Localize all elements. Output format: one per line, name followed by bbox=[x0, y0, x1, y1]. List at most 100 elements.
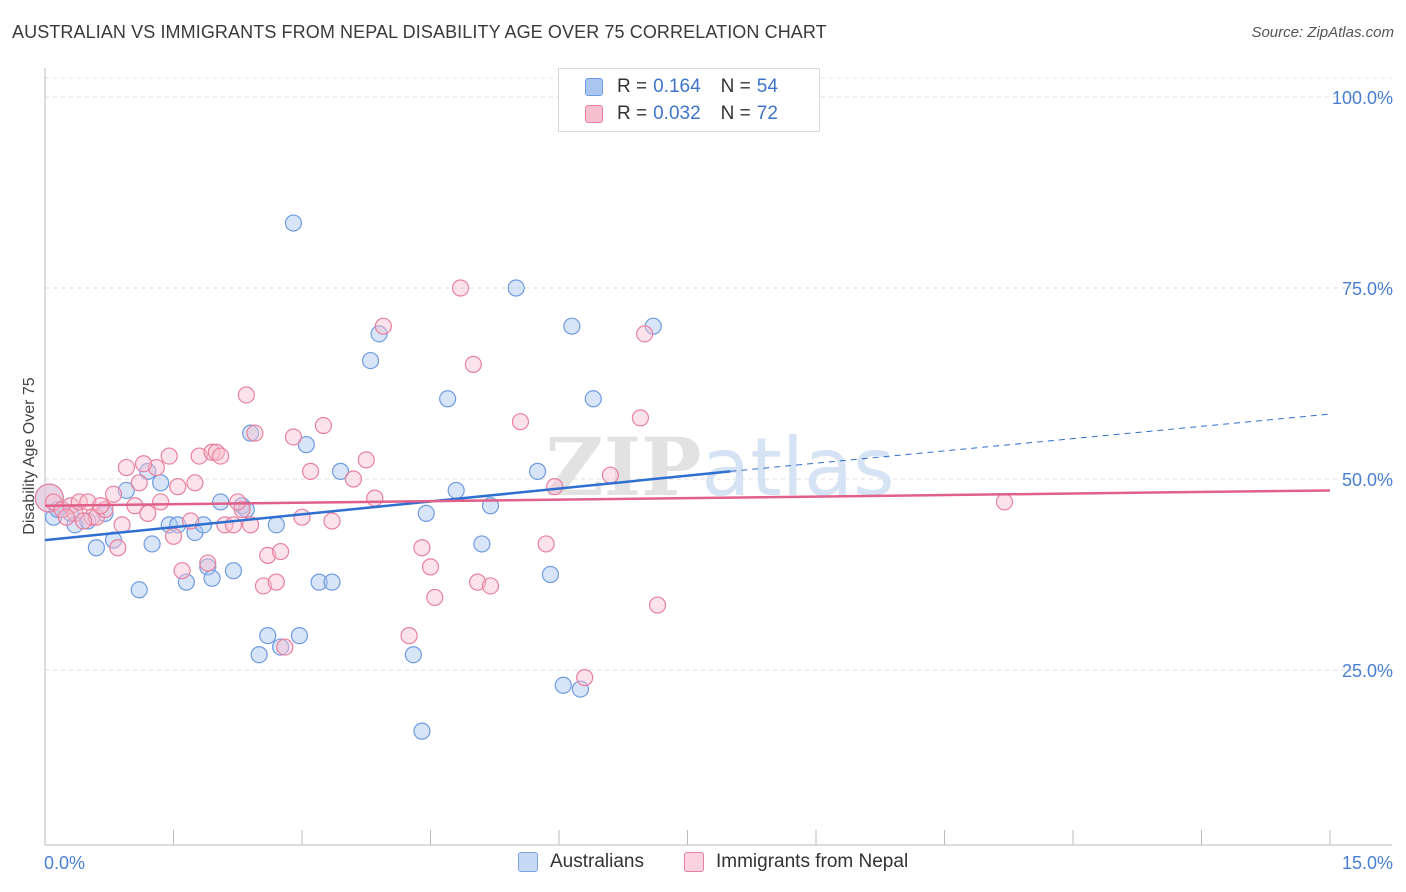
x-tick-label-min: 0.0% bbox=[44, 853, 85, 873]
y-tick-label: 75.0% bbox=[1342, 279, 1393, 299]
point-australians bbox=[323, 573, 341, 591]
point-nepal bbox=[259, 546, 277, 565]
trend-australians-extension bbox=[730, 413, 1331, 472]
point-nepal bbox=[426, 588, 444, 607]
grid-lines bbox=[45, 77, 1392, 671]
trend-lines bbox=[44, 413, 1331, 542]
point-australians bbox=[417, 504, 435, 522]
point-nepal bbox=[212, 447, 230, 465]
point-nepal bbox=[464, 355, 482, 373]
point-australians bbox=[563, 317, 581, 335]
point-nepal bbox=[374, 317, 392, 335]
point-nepal bbox=[451, 279, 470, 297]
series-legend: Australians Immigrants from Nepal bbox=[518, 851, 948, 873]
y-axis-label: Disability Age Over 75 bbox=[21, 377, 38, 535]
point-nepal bbox=[199, 554, 217, 572]
legend-n-label: N = bbox=[720, 103, 751, 124]
legend-row-australians: R = 0.164 N = 54 bbox=[585, 74, 798, 100]
point-nepal bbox=[314, 416, 333, 435]
point-australians bbox=[554, 676, 572, 694]
y-tick-label: 50.0% bbox=[1342, 470, 1393, 490]
point-nepal bbox=[636, 325, 654, 343]
point-australians bbox=[541, 565, 560, 584]
legend-n-value: 72 bbox=[756, 103, 778, 124]
point-australians bbox=[271, 638, 290, 656]
point-nepal bbox=[74, 512, 93, 530]
point-australians bbox=[284, 214, 303, 232]
point-australians bbox=[259, 627, 277, 645]
tick-labels: 25.0% 50.0% 75.0% 100.0% 0.0% 15.0% bbox=[44, 88, 1393, 873]
point-nepal bbox=[113, 516, 131, 534]
point-nepal bbox=[301, 462, 320, 480]
point-nepal bbox=[117, 458, 135, 477]
point-australians bbox=[117, 481, 135, 500]
source-credit: Source: ZipAtlas.com bbox=[1251, 24, 1394, 41]
point-nepal bbox=[271, 542, 290, 561]
legend-label-australians: Australians bbox=[550, 851, 644, 872]
point-nepal bbox=[83, 508, 101, 526]
legend-n-value: 54 bbox=[756, 76, 778, 97]
point-nepal bbox=[601, 466, 620, 484]
legend-r-label: R = bbox=[617, 103, 648, 124]
point-australians bbox=[130, 581, 148, 599]
point-nepal bbox=[169, 478, 187, 496]
point-nepal bbox=[267, 573, 285, 591]
point-australians bbox=[507, 279, 525, 297]
point-nepal bbox=[546, 478, 564, 496]
point-nepal bbox=[631, 409, 649, 427]
correlation-legend: R = 0.164 N = 54 R = 0.032 N = 72 bbox=[558, 68, 820, 132]
legend-r-value: 0.164 bbox=[653, 76, 701, 97]
point-nepal bbox=[357, 451, 375, 469]
point-nepal bbox=[293, 508, 311, 526]
trend-nepal bbox=[44, 489, 1331, 507]
point-australians bbox=[203, 569, 221, 587]
point-nepal bbox=[203, 443, 221, 461]
point-australians bbox=[528, 462, 547, 480]
point-nepal bbox=[413, 539, 431, 557]
point-nepal bbox=[323, 512, 341, 530]
point-nepal bbox=[481, 577, 500, 595]
y-tick-label: 100.0% bbox=[1332, 88, 1393, 108]
trend-australians bbox=[44, 470, 731, 542]
point-nepal bbox=[995, 493, 1014, 511]
point-australians bbox=[439, 390, 457, 408]
point-nepal bbox=[147, 458, 165, 477]
legend-swatch-nepal bbox=[684, 852, 704, 872]
point-nepal bbox=[130, 474, 148, 492]
point-australians bbox=[250, 646, 268, 664]
point-nepal bbox=[164, 527, 183, 545]
point-nepal bbox=[229, 493, 247, 511]
y-tick-label: 25.0% bbox=[1342, 661, 1393, 681]
point-nepal bbox=[237, 386, 255, 404]
legend-r-value: 0.032 bbox=[653, 103, 701, 124]
point-australians bbox=[297, 436, 315, 454]
legend-item-nepal[interactable]: Immigrants from Nepal bbox=[684, 851, 908, 873]
point-nepal bbox=[537, 535, 555, 553]
point-australians bbox=[152, 474, 170, 492]
point-australians bbox=[473, 535, 491, 553]
point-australians bbox=[447, 481, 465, 500]
point-australians bbox=[87, 539, 106, 557]
legend-swatch-nepal bbox=[585, 105, 603, 123]
point-australians bbox=[404, 646, 422, 664]
legend-row-nepal: R = 0.032 N = 72 bbox=[585, 101, 798, 127]
point-nepal bbox=[469, 573, 487, 591]
point-nepal bbox=[190, 447, 208, 465]
legend-item-australians[interactable]: Australians bbox=[518, 851, 644, 873]
point-nepal bbox=[648, 596, 667, 614]
point-australians bbox=[267, 516, 285, 534]
point-nepal bbox=[160, 447, 178, 465]
chart-title: AUSTRALIAN VS IMMIGRANTS FROM NEPAL DISA… bbox=[12, 22, 827, 42]
x-tick-label-max: 15.0% bbox=[1342, 853, 1393, 873]
point-australians bbox=[212, 493, 230, 511]
legend-n-label: N = bbox=[720, 76, 751, 97]
point-australians bbox=[361, 351, 380, 370]
point-australians bbox=[584, 390, 602, 408]
point-nepal bbox=[366, 489, 384, 507]
legend-label-nepal: Immigrants from Nepal bbox=[716, 851, 909, 872]
point-nepal bbox=[104, 485, 123, 503]
point-australians bbox=[310, 573, 328, 591]
point-nepal bbox=[421, 558, 440, 576]
point-australians bbox=[242, 424, 260, 442]
